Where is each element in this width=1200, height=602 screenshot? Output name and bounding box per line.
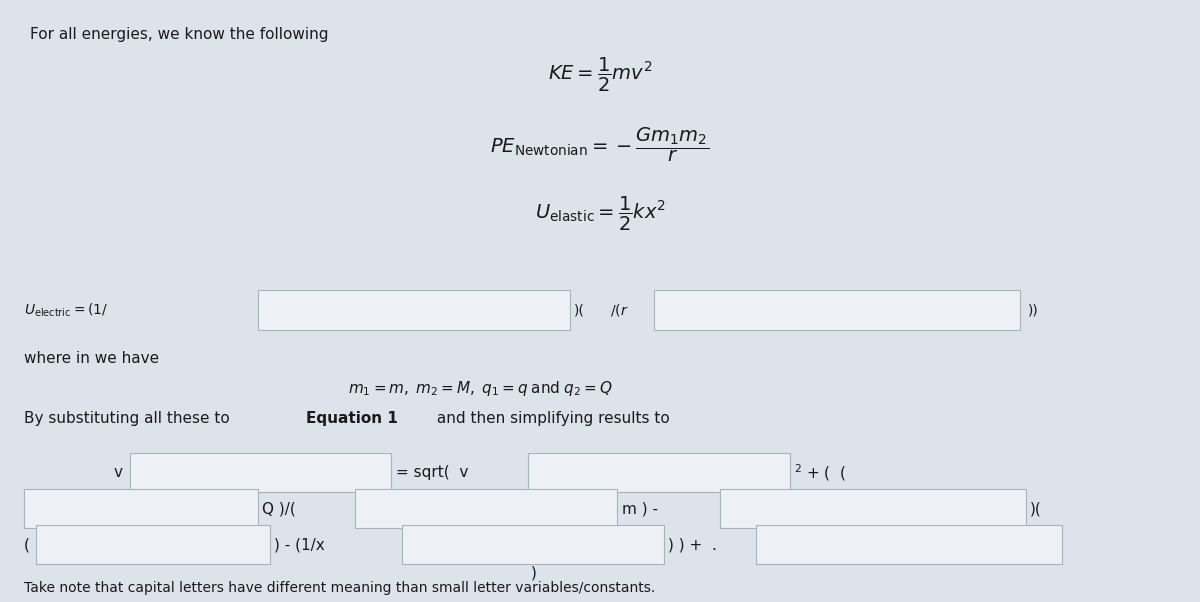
FancyBboxPatch shape [355,489,617,529]
Text: $PE_{\mathrm{Newtonian}} = -\dfrac{Gm_1m_2}{r}$: $PE_{\mathrm{Newtonian}} = -\dfrac{Gm_1m… [491,125,709,164]
Text: By substituting all these to: By substituting all these to [24,411,235,426]
FancyBboxPatch shape [654,290,1020,329]
Text: v: v [114,465,124,480]
Text: ) ) +  .: ) ) + . [668,538,718,552]
Text: Q )/(: Q )/( [262,501,295,516]
Text: ): ) [532,566,536,580]
Text: For all energies, we know the following: For all energies, we know the following [30,27,329,42]
Text: $U_{\mathrm{elastic}} = \dfrac{1}{2}kx^2$: $U_{\mathrm{elastic}} = \dfrac{1}{2}kx^2… [534,194,666,233]
Text: )(: )( [574,303,584,317]
Text: )): )) [1028,303,1039,317]
Text: m ) -: m ) - [622,501,658,516]
Text: $m_1 = m,\; m_2 = M,\; q_1 = q\; \mathrm{and}\; q_2 = Q$: $m_1 = m,\; m_2 = M,\; q_1 = q\; \mathrm… [348,379,612,398]
FancyBboxPatch shape [130,453,391,492]
Text: where in we have: where in we have [24,351,160,365]
FancyBboxPatch shape [402,525,664,565]
Text: ) - (1/x: ) - (1/x [274,538,324,552]
FancyBboxPatch shape [24,489,258,529]
Text: Take note that capital letters have different meaning than small letter variable: Take note that capital letters have diff… [24,581,655,595]
FancyBboxPatch shape [36,525,270,565]
Text: Equation 1: Equation 1 [306,411,398,426]
Text: and then simplifying results to: and then simplifying results to [432,411,670,426]
Text: $KE = \dfrac{1}{2}mv^2$: $KE = \dfrac{1}{2}mv^2$ [547,56,653,95]
FancyBboxPatch shape [720,489,1026,529]
Text: $/(r$: $/(r$ [610,302,628,318]
Text: (: ( [24,538,30,552]
FancyBboxPatch shape [756,525,1062,565]
Text: = sqrt(  v: = sqrt( v [396,465,468,480]
Text: )(: )( [1030,501,1042,516]
Text: $U_{\mathrm{electric}} = (1/$: $U_{\mathrm{electric}} = (1/$ [24,302,108,318]
FancyBboxPatch shape [258,290,570,329]
Text: $^{2}$ + (  (: $^{2}$ + ( ( [794,462,846,483]
FancyBboxPatch shape [528,453,790,492]
